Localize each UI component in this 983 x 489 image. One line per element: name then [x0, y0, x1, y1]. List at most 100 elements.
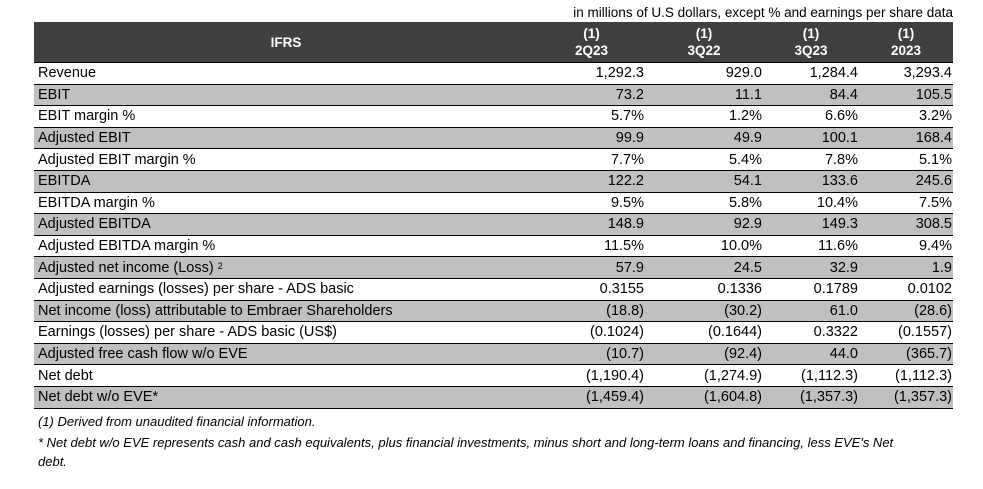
- header-col-4-period: 2023: [890, 43, 922, 58]
- row-label-text: EBIT: [38, 86, 71, 103]
- units-note: in millions of U.S dollars, except % and…: [573, 5, 953, 20]
- row-label: EBIT margin %: [34, 105, 538, 128]
- row-value: 0.1789: [763, 277, 859, 301]
- row-value: (1,459.4): [538, 385, 645, 409]
- row-label: EBITDA: [34, 169, 538, 193]
- row-value: 105.5: [859, 83, 953, 106]
- row-value: 61.0: [763, 299, 859, 322]
- row-value: 10.4%: [763, 191, 859, 214]
- row-value: (365.7): [859, 342, 953, 365]
- row-value: 99.9: [538, 126, 645, 149]
- table-row: Net debt (1,190.4) (1,274.9) (1,112.3) (1,11…: [34, 364, 953, 387]
- row-label-superscript: 2: [217, 260, 223, 271]
- row-value: 7.7%: [538, 148, 645, 171]
- table-row: Adjusted EBIT margin % 7.7% 5.4% 7.8% 5.1%: [34, 148, 953, 171]
- row-value: 133.6: [763, 169, 859, 193]
- footnote-1: (1) Derived from unaudited financial inf…: [38, 414, 316, 429]
- row-value: (1,357.3): [859, 385, 953, 409]
- row-value: 1.2%: [645, 105, 763, 128]
- row-value: (30.2): [645, 299, 763, 322]
- header-col-1: (1) 2Q23: [538, 22, 645, 63]
- financial-table-container: in millions of U.S dollars, except % and…: [34, 4, 953, 409]
- row-value: 11.1: [645, 83, 763, 106]
- row-value: (18.8): [538, 299, 645, 322]
- row-label-text: Net income (loss) attributable to Embrae…: [38, 302, 393, 319]
- row-value: 1.9: [859, 256, 953, 279]
- row-value: (1,274.9): [645, 364, 763, 387]
- row-value: 0.3322: [763, 321, 859, 344]
- row-label: Adjusted earnings (losses) per share - A…: [34, 277, 538, 301]
- row-value: 44.0: [763, 342, 859, 365]
- row-value: 11.6%: [763, 234, 859, 257]
- header-ifrs: IFRS: [34, 22, 538, 63]
- row-label-text: Net debt w/o EVE*: [38, 389, 159, 406]
- row-value: 10.0%: [645, 234, 763, 257]
- table-row: Adjusted free cash flow w/o EVE (10.7) (92…: [34, 342, 953, 365]
- table-header-row: IFRS (1) 2Q23 (1) 3Q22 (1) 3Q23 (1) 2023: [34, 22, 953, 63]
- row-value: (1,112.3): [859, 364, 953, 387]
- row-label-text: EBITDA: [38, 173, 91, 190]
- table-body: Revenue 1,292.3 929.0 1,284.4 3,293.4 EBIT 73.…: [34, 62, 953, 409]
- header-col-2-period: 3Q22: [687, 43, 721, 58]
- row-label: Net income (loss) attributable to Embrae…: [34, 299, 538, 322]
- header-col-3-note: (1): [802, 26, 820, 41]
- row-value: 6.6%: [763, 105, 859, 128]
- row-value: 49.9: [645, 126, 763, 149]
- row-label: EBIT: [34, 83, 538, 106]
- table-row: EBITDA 122.2 54.1 133.6 245.6: [34, 169, 953, 193]
- header-col-2-note: (1): [695, 26, 713, 41]
- row-value: 57.9: [538, 256, 645, 279]
- header-col-4-note: (1): [897, 26, 915, 41]
- row-value: 54.1: [645, 169, 763, 193]
- table-row: EBIT 73.2 11.1 84.4 105.5: [34, 83, 953, 106]
- row-value: (1,190.4): [538, 364, 645, 387]
- row-label-text: Earnings (losses) per share - ADS basic …: [38, 324, 337, 341]
- header-col-4: (1) 2023: [859, 22, 953, 63]
- row-value: 122.2: [538, 169, 645, 193]
- row-value: 0.0102: [859, 277, 953, 301]
- row-value: (1,604.8): [645, 385, 763, 409]
- row-value: 7.5%: [859, 191, 953, 214]
- table-row: Net debt w/o EVE* (1,459.4) (1,604.8) (1,35…: [34, 385, 953, 409]
- header-col-1-note: (1): [583, 26, 600, 41]
- row-value: 0.3155: [538, 277, 645, 301]
- row-label: Net debt: [34, 364, 538, 387]
- table-row: Earnings (losses) per share - ADS basic …: [34, 321, 953, 344]
- row-value: 84.4: [763, 83, 859, 106]
- table-row: Adjusted EBIT 99.9 49.9 100.1 168.4: [34, 126, 953, 149]
- row-value: (92.4): [645, 342, 763, 365]
- row-value: 3,293.4: [859, 62, 953, 85]
- row-value: 0.1336: [645, 277, 763, 301]
- row-value: 149.3: [763, 213, 859, 236]
- row-value: 148.9: [538, 213, 645, 236]
- table-row: Net income (loss) attributable to Embrae…: [34, 299, 953, 322]
- row-value: 92.9: [645, 213, 763, 236]
- row-value: 24.5: [645, 256, 763, 279]
- row-label: Adjusted EBIT: [34, 126, 538, 149]
- header-col-2: (1) 3Q22: [645, 22, 763, 63]
- row-value: 5.4%: [645, 148, 763, 171]
- row-label: Adjusted free cash flow w/o EVE: [34, 342, 538, 365]
- row-value: 3.2%: [859, 105, 953, 128]
- row-label: Net debt w/o EVE*: [34, 385, 538, 409]
- row-value: 100.1: [763, 126, 859, 149]
- row-value: (10.7): [538, 342, 645, 365]
- row-label: EBITDA margin %: [34, 191, 538, 214]
- row-value: 73.2: [538, 83, 645, 106]
- row-value: 1,284.4: [763, 62, 859, 85]
- row-label-text: Adjusted net income (Loss): [38, 259, 218, 276]
- row-value: 168.4: [859, 126, 953, 149]
- row-value: 9.4%: [859, 234, 953, 257]
- footnotes: (1) Derived from unaudited financial inf…: [38, 412, 918, 471]
- row-label-text: Adjusted EBIT: [38, 130, 131, 147]
- table-row: EBITDA margin % 9.5% 5.8% 10.4% 7.5%: [34, 191, 953, 214]
- row-label: Adjusted EBIT margin %: [34, 148, 538, 171]
- header-col-3-period: 3Q23: [794, 43, 828, 58]
- row-label: Earnings (losses) per share - ADS basic …: [34, 321, 538, 344]
- row-value: 1,292.3: [538, 62, 645, 85]
- table-row: Revenue 1,292.3 929.0 1,284.4 3,293.4: [34, 62, 953, 85]
- row-label-text: Adjusted EBIT margin %: [38, 151, 196, 168]
- row-label-text: Adjusted earnings (losses) per share - A…: [38, 281, 354, 298]
- row-value: 32.9: [763, 256, 859, 279]
- row-value: (0.1644): [645, 321, 763, 344]
